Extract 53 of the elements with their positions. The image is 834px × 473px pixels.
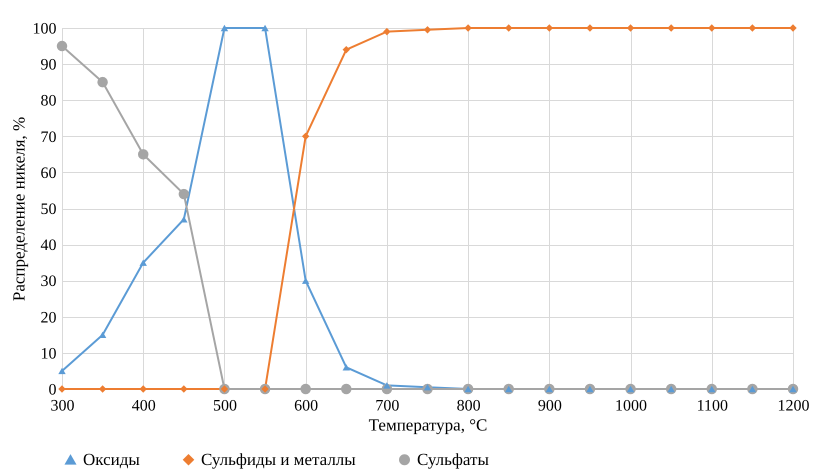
y-tick-label: 90	[40, 56, 56, 74]
point	[98, 385, 106, 393]
point	[58, 385, 66, 393]
x-tick-label: 1200	[778, 398, 810, 414]
point	[56, 40, 68, 52]
x-tick-label: 1100	[696, 398, 728, 414]
point	[180, 216, 188, 223]
point	[341, 384, 352, 394]
point	[424, 384, 432, 390]
y-axis-title: Распределение никеля, %	[10, 116, 28, 302]
point	[178, 188, 190, 200]
x-tick-label: 500	[212, 398, 237, 414]
y-tick-label: 30	[40, 273, 56, 290]
y-tick-label: 50	[40, 201, 56, 218]
point	[789, 24, 797, 32]
y-tick-label: 60	[40, 164, 56, 182]
point	[261, 24, 269, 32]
point	[138, 149, 148, 160]
point	[383, 382, 391, 389]
point	[300, 384, 311, 394]
point	[302, 132, 310, 140]
point	[140, 259, 147, 266]
point	[383, 28, 391, 36]
y-tick-label: 40	[40, 237, 56, 254]
legend-label: Сульфиды и металлы	[201, 450, 356, 469]
x-axis-title: Температура, °C	[368, 416, 488, 434]
y-tick-label: 70	[40, 128, 56, 146]
point	[220, 24, 228, 32]
y-tick-label: 100	[32, 20, 56, 38]
y-tick-label: 20	[40, 309, 56, 326]
y-tick-label: 80	[40, 92, 56, 110]
point	[626, 24, 634, 32]
point	[97, 76, 108, 88]
x-tick-label: 300	[50, 398, 74, 414]
legend-label: Сульфаты	[417, 450, 490, 469]
point	[464, 24, 472, 32]
x-tick-label: 800	[456, 398, 481, 414]
y-tick-label: 10	[40, 345, 56, 362]
x-tick-label: 900	[538, 398, 562, 414]
legend-label: Оксиды	[83, 450, 140, 469]
point	[58, 368, 66, 374]
point	[98, 332, 106, 338]
point	[342, 46, 350, 54]
y-tick-label: 0	[48, 382, 56, 398]
x-tick-label: 600	[294, 398, 318, 414]
x-tick-label: 700	[375, 398, 400, 414]
point	[302, 277, 310, 284]
point	[140, 385, 147, 393]
point	[342, 364, 350, 371]
x-tick-label: 1000	[615, 398, 648, 414]
point	[424, 26, 432, 34]
x-tick-label: 400	[132, 398, 156, 414]
point	[586, 24, 594, 32]
